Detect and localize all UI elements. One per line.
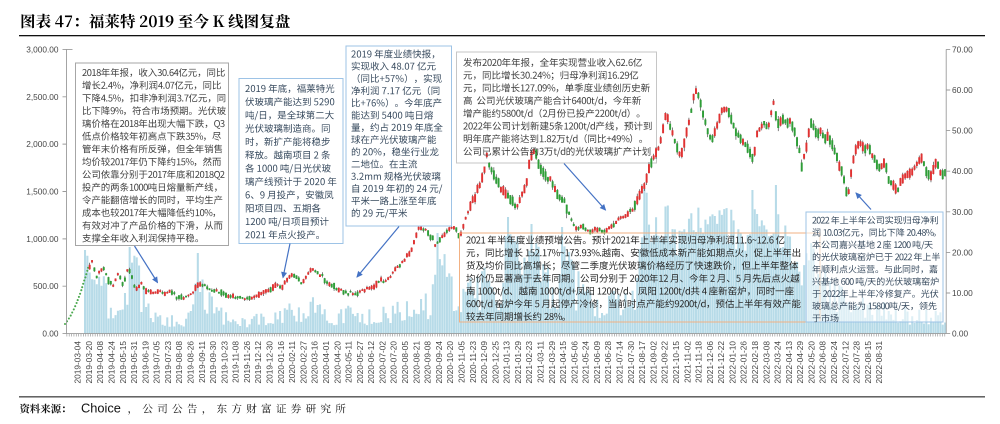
svg-text:2020-07-02: 2020-07-02: [377, 341, 387, 384]
svg-text:2022-07-12: 2022-07-12: [840, 341, 850, 384]
svg-text:2022-03-08: 2022-03-08: [761, 341, 771, 384]
svg-text:2022-08-31: 2022-08-31: [874, 341, 884, 384]
svg-text:2019-08-26: 2019-08-26: [185, 341, 195, 384]
svg-text:2022-06-24: 2022-06-24: [829, 341, 839, 384]
svg-text:2021-07-14: 2021-07-14: [614, 341, 624, 384]
svg-text:1,000.00: 1,000.00: [26, 234, 59, 244]
svg-text:60.00: 60.00: [952, 85, 973, 95]
svg-text:2022-06-08: 2022-06-08: [818, 341, 828, 384]
svg-text:30.00: 30.00: [952, 207, 973, 217]
svg-text:2020-09-24: 2020-09-24: [434, 341, 444, 384]
svg-text:2021-12-22: 2021-12-22: [716, 341, 726, 384]
svg-text:2021-10-15: 2021-10-15: [671, 341, 681, 384]
svg-text:2019-07-05: 2019-07-05: [152, 341, 162, 384]
svg-text:2020-02-11: 2020-02-11: [287, 341, 297, 383]
svg-text:2020-02-27: 2020-02-27: [298, 341, 308, 384]
svg-text:2019-09-11: 2019-09-11: [197, 341, 207, 383]
svg-text:20.00: 20.00: [952, 247, 973, 257]
svg-text:2020-08-21: 2020-08-21: [411, 341, 421, 384]
svg-text:2021-05-24: 2021-05-24: [581, 341, 591, 384]
svg-text:2021-02-23: 2021-02-23: [524, 341, 534, 384]
svg-text:2021-03-11: 2021-03-11: [535, 341, 545, 383]
svg-text:2019-06-19: 2019-06-19: [140, 341, 150, 384]
svg-text:2020-01-16: 2020-01-16: [276, 341, 286, 384]
svg-text:2022-01-10: 2022-01-10: [727, 341, 737, 384]
svg-text:70.00: 70.00: [952, 44, 973, 54]
svg-text:2020-04-01: 2020-04-01: [321, 341, 331, 384]
svg-text:2020-10-20: 2020-10-20: [445, 341, 455, 384]
svg-text:2019-12-12: 2019-12-12: [253, 341, 263, 384]
svg-text:Choice: Choice: [81, 401, 121, 416]
svg-text:2019-07-23: 2019-07-23: [163, 341, 173, 384]
svg-text:2022-05-20: 2022-05-20: [806, 341, 816, 384]
svg-text:0.00: 0.00: [952, 329, 969, 339]
svg-text:2019-05-15: 2019-05-15: [118, 341, 128, 384]
svg-text:2019-03-04: 2019-03-04: [73, 341, 83, 384]
svg-text:2020-09-08: 2020-09-08: [423, 341, 433, 384]
svg-text:2021-08-17: 2021-08-17: [637, 341, 647, 384]
svg-text:3,000.00: 3,000.00: [26, 44, 59, 54]
svg-text:10.00: 10.00: [952, 288, 973, 298]
svg-text:2020-07-20: 2020-07-20: [389, 341, 399, 384]
svg-text:50.00: 50.00: [952, 126, 973, 136]
svg-text:2020-03-16: 2020-03-16: [310, 341, 320, 384]
svg-text:2,000.00: 2,000.00: [26, 139, 59, 149]
svg-text:2021-07-30: 2021-07-30: [626, 341, 636, 384]
svg-text:2021-11-18: 2021-11-18: [694, 341, 704, 383]
svg-text:2021-03-29: 2021-03-29: [547, 341, 557, 384]
svg-text:2021-01-29: 2021-01-29: [513, 341, 523, 384]
svg-text:2021-06-09: 2021-06-09: [592, 341, 602, 384]
svg-text:2020-12-25: 2020-12-25: [490, 341, 500, 384]
svg-text:2019-05-31: 2019-05-31: [129, 341, 139, 384]
svg-text:2022-04-13: 2022-04-13: [784, 341, 794, 384]
svg-text:0.00: 0.00: [42, 329, 59, 339]
svg-text:1,500.00: 1,500.00: [26, 187, 59, 197]
svg-text:2,500.00: 2,500.00: [26, 92, 59, 102]
svg-text:2020-12-09: 2020-12-09: [479, 341, 489, 384]
svg-text:2022-03-24: 2022-03-24: [773, 341, 783, 384]
svg-text:2021-11-02: 2021-11-02: [682, 341, 692, 383]
svg-text:2021-05-06: 2021-05-06: [569, 341, 579, 384]
svg-text:2021-09-02: 2021-09-02: [648, 341, 658, 384]
svg-text:2019-04-24: 2019-04-24: [106, 341, 116, 384]
svg-text:2020-06-12: 2020-06-12: [366, 341, 376, 384]
svg-text:2019-12-30: 2019-12-30: [264, 341, 274, 384]
svg-text:2022-07-28: 2022-07-28: [852, 341, 862, 384]
svg-text:2019-11-08: 2019-11-08: [231, 341, 241, 383]
svg-text:2021-09-22: 2021-09-22: [660, 341, 670, 384]
svg-text:2021-06-28: 2021-06-28: [603, 341, 613, 384]
svg-text:2022-02-18: 2022-02-18: [750, 341, 760, 384]
svg-text:2020-05-27: 2020-05-27: [355, 341, 365, 384]
svg-text:2020-08-05: 2020-08-05: [400, 341, 410, 384]
svg-text:2019-09-30: 2019-09-30: [208, 341, 218, 384]
svg-text:2022-01-26: 2022-01-26: [739, 341, 749, 384]
svg-text:2020-04-20: 2020-04-20: [332, 341, 342, 384]
svg-text:2020-05-11: 2020-05-11: [344, 341, 354, 383]
svg-text:2019-11-26: 2019-11-26: [242, 341, 252, 383]
svg-text:2019-04-08: 2019-04-08: [95, 341, 105, 384]
svg-text:2019-10-23: 2019-10-23: [219, 341, 229, 384]
svg-text:2019-03-20: 2019-03-20: [84, 341, 94, 384]
svg-text:2021-01-13: 2021-01-13: [502, 341, 512, 384]
svg-text:40.00: 40.00: [952, 166, 973, 176]
svg-text:2021-12-06: 2021-12-06: [705, 341, 715, 384]
svg-text:2020-11-23: 2020-11-23: [468, 341, 478, 383]
svg-text:2021-04-15: 2021-04-15: [558, 341, 568, 384]
svg-text:2022-04-29: 2022-04-29: [795, 341, 805, 384]
svg-text:2020-11-05: 2020-11-05: [456, 341, 466, 383]
svg-text:2019-08-08: 2019-08-08: [174, 341, 184, 384]
svg-text:500.00: 500.00: [33, 281, 59, 291]
svg-text:2022-08-15: 2022-08-15: [863, 341, 873, 384]
